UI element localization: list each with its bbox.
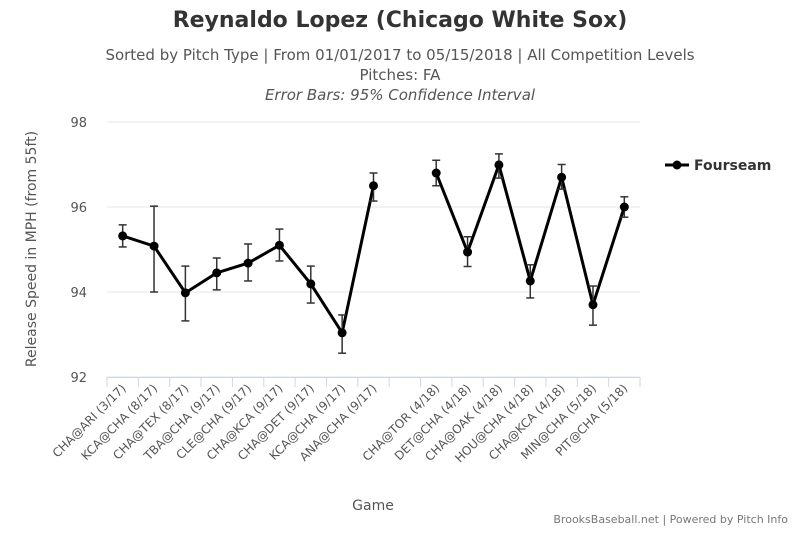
data-point xyxy=(212,268,222,278)
data-point xyxy=(180,288,190,298)
y-tick-label: 98 xyxy=(70,116,87,131)
chart-subtitle-pitches: Pitches: FA xyxy=(359,66,441,84)
chart-subtitle-error-bars: Error Bars: 95% Confidence Interval xyxy=(264,86,536,104)
credit-link[interactable]: BrooksBaseball.net | Powered by Pitch In… xyxy=(553,513,788,526)
data-point xyxy=(525,276,535,286)
legend-label: Fourseam xyxy=(694,158,771,174)
chart-subtitle: Sorted by Pitch Type | From 01/01/2017 t… xyxy=(105,46,695,64)
y-tick-label: 92 xyxy=(70,371,87,386)
data-point xyxy=(274,240,284,250)
legend-marker xyxy=(672,160,682,170)
data-point xyxy=(369,181,378,191)
data-point xyxy=(149,241,159,251)
data-point xyxy=(588,300,598,310)
data-point xyxy=(494,160,504,170)
data-point xyxy=(619,202,629,212)
y-axis-title: Release Speed in MPH (from 55ft) xyxy=(24,131,40,367)
data-point xyxy=(463,247,473,257)
data-point xyxy=(243,258,253,268)
y-tick-label: 94 xyxy=(70,286,87,301)
data-point xyxy=(431,168,441,178)
data-point xyxy=(118,231,128,241)
chart-title: Reynaldo Lopez (Chicago White Sox) xyxy=(172,8,628,33)
y-tick-label: 96 xyxy=(70,201,87,216)
data-point xyxy=(557,172,567,182)
x-axis-title: Game xyxy=(352,498,394,514)
data-point xyxy=(337,328,347,338)
data-point xyxy=(306,279,316,289)
